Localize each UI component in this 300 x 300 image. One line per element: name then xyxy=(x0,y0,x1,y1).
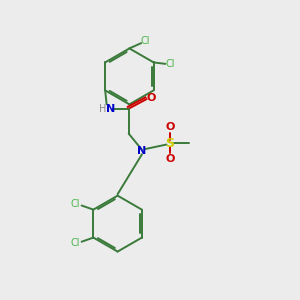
Text: Cl: Cl xyxy=(141,36,150,46)
Text: O: O xyxy=(165,122,175,132)
Text: N: N xyxy=(106,103,115,114)
Text: S: S xyxy=(165,136,174,150)
Text: O: O xyxy=(146,93,155,103)
Text: Cl: Cl xyxy=(70,199,80,209)
Text: H: H xyxy=(99,103,107,114)
Text: O: O xyxy=(165,154,175,164)
Text: Cl: Cl xyxy=(70,238,80,248)
Text: Cl: Cl xyxy=(166,59,175,69)
Text: N: N xyxy=(137,146,147,156)
